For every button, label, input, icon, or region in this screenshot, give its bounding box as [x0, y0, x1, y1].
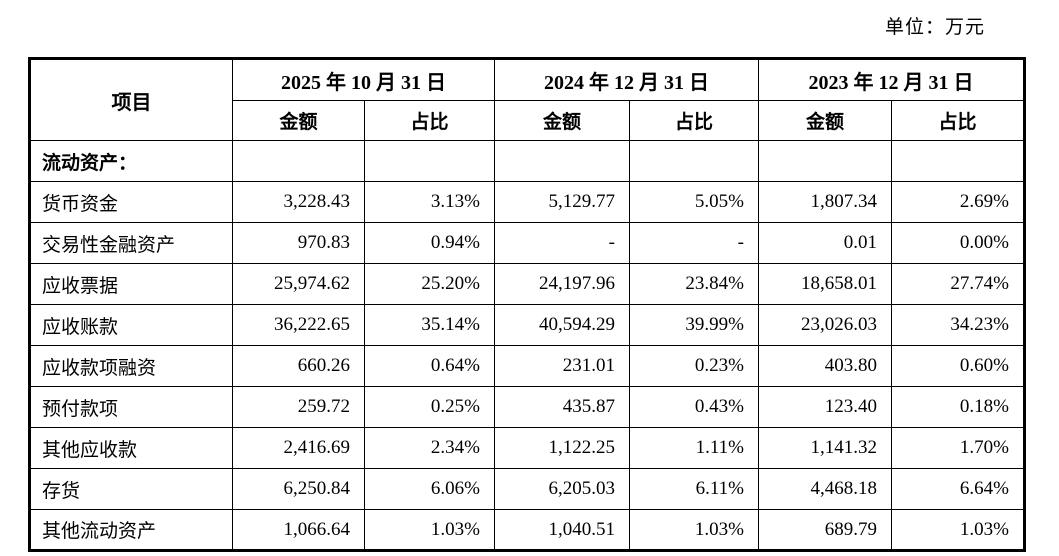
ratio-cell: 3.13% [364, 181, 495, 223]
financial-table: 项目 2025 年 10 月 31 日 2024 年 12 月 31 日 202… [28, 57, 1026, 552]
header-period-2023: 2023 年 12 月 31 日 [758, 58, 1025, 101]
table-row: 其他流动资产 1,066.64 1.03% 1,040.51 1.03% 689.79 1.… [29, 509, 1025, 551]
table-body: 流动资产： 货币资金 3,228.43 3.13% 5,129.77 5.05% 1,807… [29, 140, 1025, 551]
ratio-cell: 0.00% [891, 222, 1025, 264]
ratio-cell: 34.23% [891, 304, 1025, 346]
row-label: 其他流动资产 [29, 509, 233, 551]
ratio-cell: 0.64% [364, 345, 495, 387]
table-row: 存货 6,250.84 6.06% 6,205.03 6.11% 4,468.18 6.64… [29, 468, 1025, 510]
amount-cell [758, 140, 892, 182]
ratio-cell: 39.99% [629, 304, 759, 346]
table-row: 应收票据 25,974.62 25.20% 24,197.96 23.84% 18,658… [29, 263, 1025, 305]
row-label: 流动资产： [29, 140, 233, 182]
amount-cell: 660.26 [232, 345, 365, 387]
ratio-cell: 2.34% [364, 427, 495, 469]
amount-cell: - [494, 222, 630, 264]
amount-cell: 1,122.25 [494, 427, 630, 469]
amount-cell: 1,807.34 [758, 181, 892, 223]
row-label: 应收账款 [29, 304, 233, 346]
row-label: 交易性金融资产 [29, 222, 233, 264]
ratio-cell: 0.60% [891, 345, 1025, 387]
ratio-cell: 35.14% [364, 304, 495, 346]
amount-cell: 231.01 [494, 345, 630, 387]
ratio-cell: 27.74% [891, 263, 1025, 305]
amount-cell: 18,658.01 [758, 263, 892, 305]
amount-cell: 1,141.32 [758, 427, 892, 469]
header-ratio-2024: 占比 [629, 100, 759, 141]
header-item-column: 项目 [29, 58, 233, 141]
amount-cell: 970.83 [232, 222, 365, 264]
header-row-periods: 项目 2025 年 10 月 31 日 2024 年 12 月 31 日 202… [29, 58, 1025, 141]
ratio-cell: 23.84% [629, 263, 759, 305]
table-row: 预付款项 259.72 0.25% 435.87 0.43% 123.40 0.18% [29, 386, 1025, 428]
ratio-cell: 1.03% [629, 509, 759, 551]
amount-cell: 435.87 [494, 386, 630, 428]
amount-cell: 123.40 [758, 386, 892, 428]
amount-cell: 1,040.51 [494, 509, 630, 551]
amount-cell: 4,468.18 [758, 468, 892, 510]
table-row: 其他应收款 2,416.69 2.34% 1,122.25 1.11% 1,141.32 1… [29, 427, 1025, 469]
ratio-cell: 25.20% [364, 263, 495, 305]
amount-cell: 25,974.62 [232, 263, 365, 305]
header-ratio-2025: 占比 [364, 100, 495, 141]
header-amount-2024: 金额 [494, 100, 630, 141]
amount-cell [232, 140, 365, 182]
row-label: 货币资金 [29, 181, 233, 223]
header-period-2025: 2025 年 10 月 31 日 [232, 58, 495, 101]
table-header: 项目 2025 年 10 月 31 日 2024 年 12 月 31 日 202… [29, 58, 1025, 141]
ratio-cell: 1.70% [891, 427, 1025, 469]
amount-cell: 259.72 [232, 386, 365, 428]
row-label: 应收款项融资 [29, 345, 233, 387]
ratio-cell: 6.06% [364, 468, 495, 510]
amount-cell: 5,129.77 [494, 181, 630, 223]
amount-cell: 2,416.69 [232, 427, 365, 469]
amount-cell [494, 140, 630, 182]
row-label: 其他应收款 [29, 427, 233, 469]
header-row-subcolumns: 金额 占比 金额 占比 金额 占比 [30, 100, 1025, 141]
ratio-cell: 1.03% [891, 509, 1025, 551]
ratio-cell: 5.05% [629, 181, 759, 223]
table-row: 应收款项融资 660.26 0.64% 231.01 0.23% 403.80 0.60% [29, 345, 1025, 387]
header-ratio-2023: 占比 [891, 100, 1025, 141]
row-label: 应收票据 [29, 263, 233, 305]
amount-cell: 36,222.65 [232, 304, 365, 346]
ratio-cell: 1.11% [629, 427, 759, 469]
ratio-cell: 6.11% [629, 468, 759, 510]
amount-cell: 6,250.84 [232, 468, 365, 510]
ratio-cell: 0.23% [629, 345, 759, 387]
header-amount-2025: 金额 [232, 100, 365, 141]
ratio-cell: 1.03% [364, 509, 495, 551]
row-label: 存货 [29, 468, 233, 510]
unit-label: 单位：万元 [884, 17, 985, 38]
ratio-cell: 0.94% [364, 222, 495, 264]
amount-cell: 24,197.96 [494, 263, 630, 305]
ratio-cell: - [629, 222, 759, 264]
header-amount-2023: 金额 [758, 100, 892, 141]
table-row: 货币资金 3,228.43 3.13% 5,129.77 5.05% 1,807.34 2.… [29, 181, 1025, 223]
amount-cell: 23,026.03 [758, 304, 892, 346]
header-period-2024: 2024 年 12 月 31 日 [494, 58, 759, 101]
ratio-cell [364, 140, 495, 182]
table-row: 交易性金融资产 970.83 0.94% - -0.01 0.00% [29, 222, 1025, 264]
amount-cell: 689.79 [758, 509, 892, 551]
amount-cell: 1,066.64 [232, 509, 365, 551]
ratio-cell: 0.43% [629, 386, 759, 428]
ratio-cell [891, 140, 1025, 182]
table-row: 应收账款 36,222.65 35.14% 40,594.29 39.99% 23,026… [29, 304, 1025, 346]
amount-cell: 3,228.43 [232, 181, 365, 223]
ratio-cell: 0.25% [364, 386, 495, 428]
ratio-cell: 2.69% [891, 181, 1025, 223]
section-row: 流动资产： [29, 140, 1025, 182]
amount-cell: 40,594.29 [494, 304, 630, 346]
amount-cell: 0.01 [758, 222, 892, 264]
amount-cell: 403.80 [758, 345, 892, 387]
ratio-cell: 0.18% [891, 386, 1025, 428]
ratio-cell: 6.64% [891, 468, 1025, 510]
ratio-cell [629, 140, 759, 182]
amount-cell: 6,205.03 [494, 468, 630, 510]
row-label: 预付款项 [29, 386, 233, 428]
